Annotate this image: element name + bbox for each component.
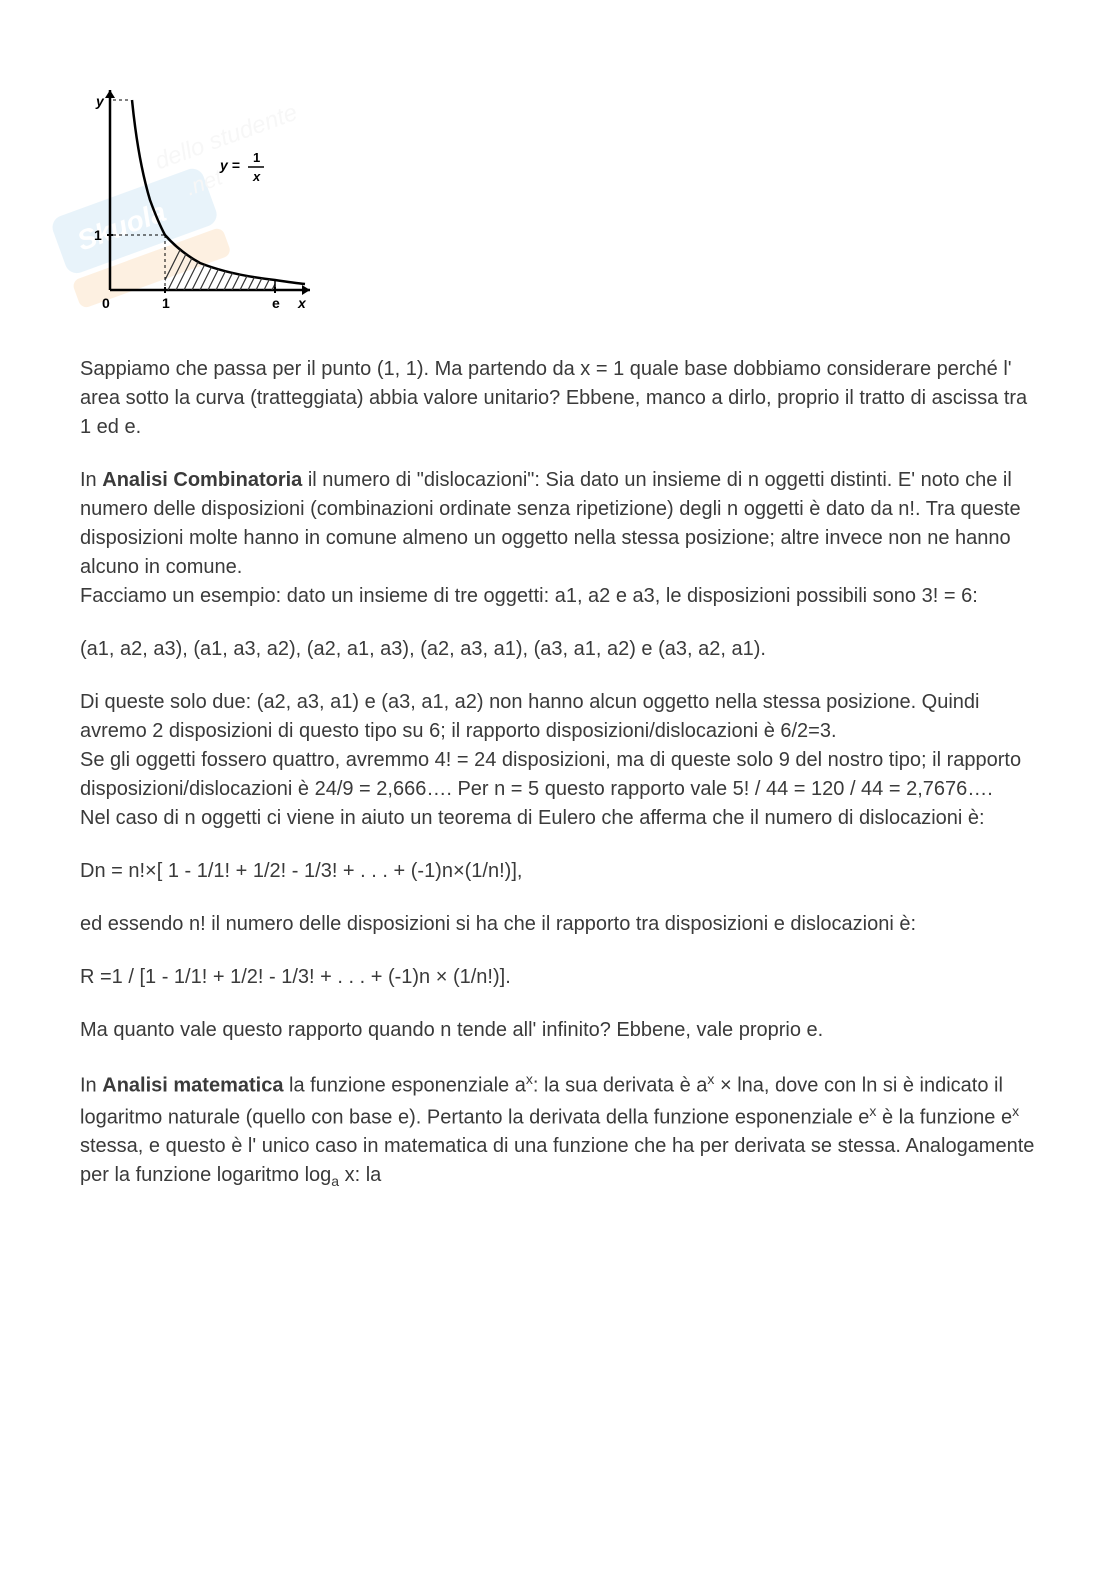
p9-post6: x: la: [339, 1164, 381, 1186]
paragraph-4: Di queste solo due: (a2, a3, a1) e (a3, …: [80, 688, 1036, 833]
p9-bold: Analisi matematica: [102, 1075, 283, 1097]
p2-bold: Analisi Combinatoria: [102, 469, 302, 491]
p9-sub: a: [331, 1173, 339, 1189]
p9-pre: In: [80, 1075, 102, 1097]
paragraph-2: In Analisi Combinatoria il numero di "di…: [80, 466, 1036, 611]
p4a: Di queste solo due: (a2, a3, a1) e (a3, …: [80, 691, 980, 742]
p9-post1: la funzione esponenziale a: [283, 1075, 525, 1097]
p9-post2: : la sua derivata è a: [533, 1075, 708, 1097]
tick-1-x: 1: [162, 295, 170, 311]
y-axis-label: y: [95, 93, 105, 109]
origin-label: 0: [102, 295, 110, 311]
graph-hyperbola: y x 0 1 1 e y = 1 x: [80, 80, 1036, 325]
paragraph-5: Dn = n!×[ 1 - 1/1! + 1/2! - 1/3! + . . .…: [80, 857, 1036, 886]
formula-den: x: [252, 169, 261, 184]
p9-sup4: x: [1012, 1103, 1019, 1119]
x-axis-label: x: [297, 295, 307, 311]
paragraph-6: ed essendo n! il numero delle disposizio…: [80, 910, 1036, 939]
p2b: Facciamo un esempio: dato un insieme di …: [80, 585, 978, 607]
paragraph-9: In Analisi matematica la funzione espone…: [80, 1069, 1036, 1192]
formula-num: 1: [253, 150, 260, 165]
paragraph-1: Sappiamo che passa per il punto (1, 1). …: [80, 355, 1036, 442]
p4b: Se gli oggetti fossero quattro, avremmo …: [80, 749, 1021, 800]
paragraph-7: R =1 / [1 - 1/1! + 1/2! - 1/3! + . . . +…: [80, 963, 1036, 992]
p9-sup1: x: [526, 1071, 533, 1087]
tick-e: e: [272, 295, 280, 311]
p4c: Nel caso di n oggetti ci viene in aiuto …: [80, 807, 985, 829]
paragraph-8: Ma quanto vale questo rapporto quando n …: [80, 1016, 1036, 1045]
p9-post4: è la funzione e: [876, 1106, 1012, 1128]
p9-post5: stessa, e questo è l' unico caso in mate…: [80, 1135, 1034, 1186]
formula-y: y =: [219, 157, 240, 173]
paragraph-3: (a1, a2, a3), (a1, a3, a2), (a2, a1, a3)…: [80, 635, 1036, 664]
p2-pre: In: [80, 469, 102, 491]
tick-1-y: 1: [94, 227, 102, 243]
